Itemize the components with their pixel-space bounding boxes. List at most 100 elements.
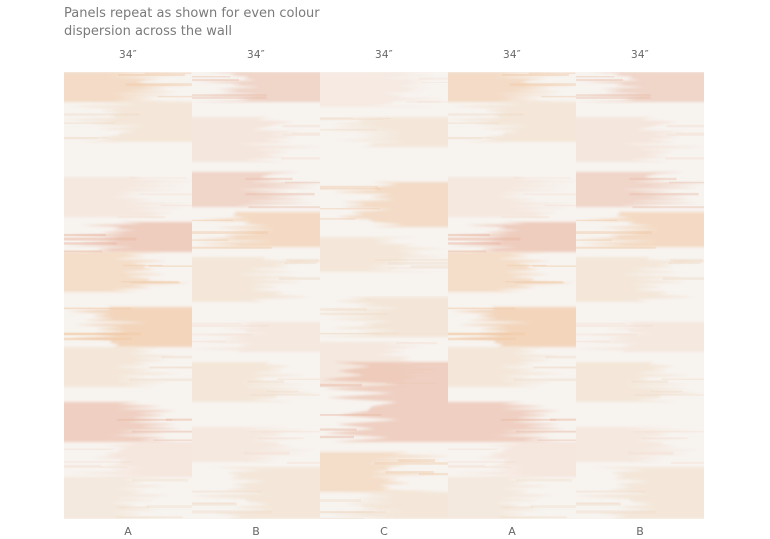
brush-streak (320, 511, 375, 514)
brush-stroke (320, 452, 448, 492)
brush-streak (192, 246, 272, 249)
brush-streak (121, 281, 178, 283)
brush-streak (576, 490, 647, 493)
brush-streak (115, 516, 183, 519)
brush-streak (320, 185, 378, 189)
brush-stroke (448, 252, 576, 292)
brush-streak (576, 96, 651, 99)
brush-streak (406, 101, 441, 103)
brush-streak (64, 333, 128, 335)
brush-streak (500, 506, 534, 509)
brush-streak (320, 218, 356, 220)
brush-streak (64, 337, 132, 341)
brush-streak (387, 261, 448, 265)
brush-streak (505, 281, 562, 283)
brush-streak (634, 394, 704, 396)
brush-streak (669, 181, 704, 184)
brush-streak (649, 390, 683, 393)
brush-streak (265, 390, 299, 393)
brush-stroke (451, 442, 576, 477)
brush-streak (671, 461, 704, 464)
brush-streak (675, 132, 704, 135)
brush-stroke (576, 72, 704, 102)
brush-stroke (576, 467, 704, 519)
brush-streak (64, 233, 106, 237)
brush-streak (418, 472, 448, 476)
brush-streak (148, 366, 192, 368)
brush-streak (64, 250, 103, 253)
brush-streak (501, 418, 557, 421)
brush-stroke (451, 307, 576, 347)
brush-stroke (331, 182, 448, 227)
brush-streak (129, 177, 187, 179)
brush-streak (641, 437, 688, 439)
brush-streak (192, 510, 272, 514)
brush-streak (448, 333, 512, 335)
brush-stroke (192, 172, 320, 207)
wallpaper-panel-3 (320, 72, 448, 519)
brush-stroke (576, 257, 704, 302)
brush-streak (448, 448, 499, 451)
brush-streak (448, 307, 516, 310)
brush-stroke (67, 442, 192, 477)
brush-streak (64, 448, 115, 451)
brush-streak (291, 132, 320, 135)
brush-streak (448, 466, 511, 468)
brush-stroke (64, 177, 192, 217)
panel-2-width-label: 34″ (247, 49, 265, 61)
brush-streak (516, 478, 572, 482)
brush-streak (282, 133, 320, 136)
brush-stroke (579, 212, 704, 247)
brush-streak (668, 262, 702, 264)
brush-streak (549, 418, 576, 421)
brush-stroke (64, 72, 192, 102)
brush-stroke (320, 117, 448, 147)
panel-5-width-label: 34″ (631, 49, 649, 61)
brush-streak (534, 367, 576, 369)
brush-streak (320, 312, 389, 315)
brush-streak (530, 505, 576, 508)
brush-streak (165, 418, 192, 421)
brush-streak (320, 499, 361, 502)
brush-streak (243, 451, 290, 455)
brush-streak (320, 128, 378, 131)
brush-streak (576, 76, 615, 78)
brush-streak (629, 177, 677, 181)
brush-stroke (320, 237, 447, 272)
brush-streak (397, 459, 435, 462)
brush-streak (64, 307, 132, 310)
brush-streak (576, 510, 656, 514)
brush-streak (125, 83, 192, 86)
brush-streak (64, 461, 133, 463)
brush-stroke (192, 72, 320, 102)
brush-streak (129, 378, 192, 382)
brush-streak (245, 177, 293, 181)
brush-stroke (64, 252, 192, 292)
brush-streak (576, 231, 652, 234)
brush-streak (499, 516, 567, 519)
brush-streak (192, 231, 268, 234)
brush-stroke (192, 467, 320, 519)
brush-streak (417, 101, 448, 103)
brush-stroke (320, 362, 448, 442)
brush-streak (320, 511, 387, 514)
brush-streak (157, 95, 192, 98)
brush-streak (320, 188, 382, 190)
brush-streak (320, 117, 354, 119)
brush-streak (532, 366, 576, 368)
brush-streak (666, 124, 704, 128)
brush-streak (131, 281, 180, 284)
brush-streak (528, 72, 576, 74)
brush-streak (192, 502, 237, 506)
brush-streak (277, 378, 320, 380)
caption-line-2: dispersion across the wall (64, 24, 233, 39)
brush-streak (192, 76, 231, 78)
brush-streak (160, 204, 192, 207)
brush-streak (576, 502, 621, 506)
brush-streak (287, 461, 320, 464)
brush-streak (192, 219, 233, 222)
panel-3-letter: C (380, 525, 388, 538)
brush-stroke (320, 72, 446, 107)
brush-streak (385, 471, 434, 474)
wallpaper-panel-4 (448, 72, 576, 519)
